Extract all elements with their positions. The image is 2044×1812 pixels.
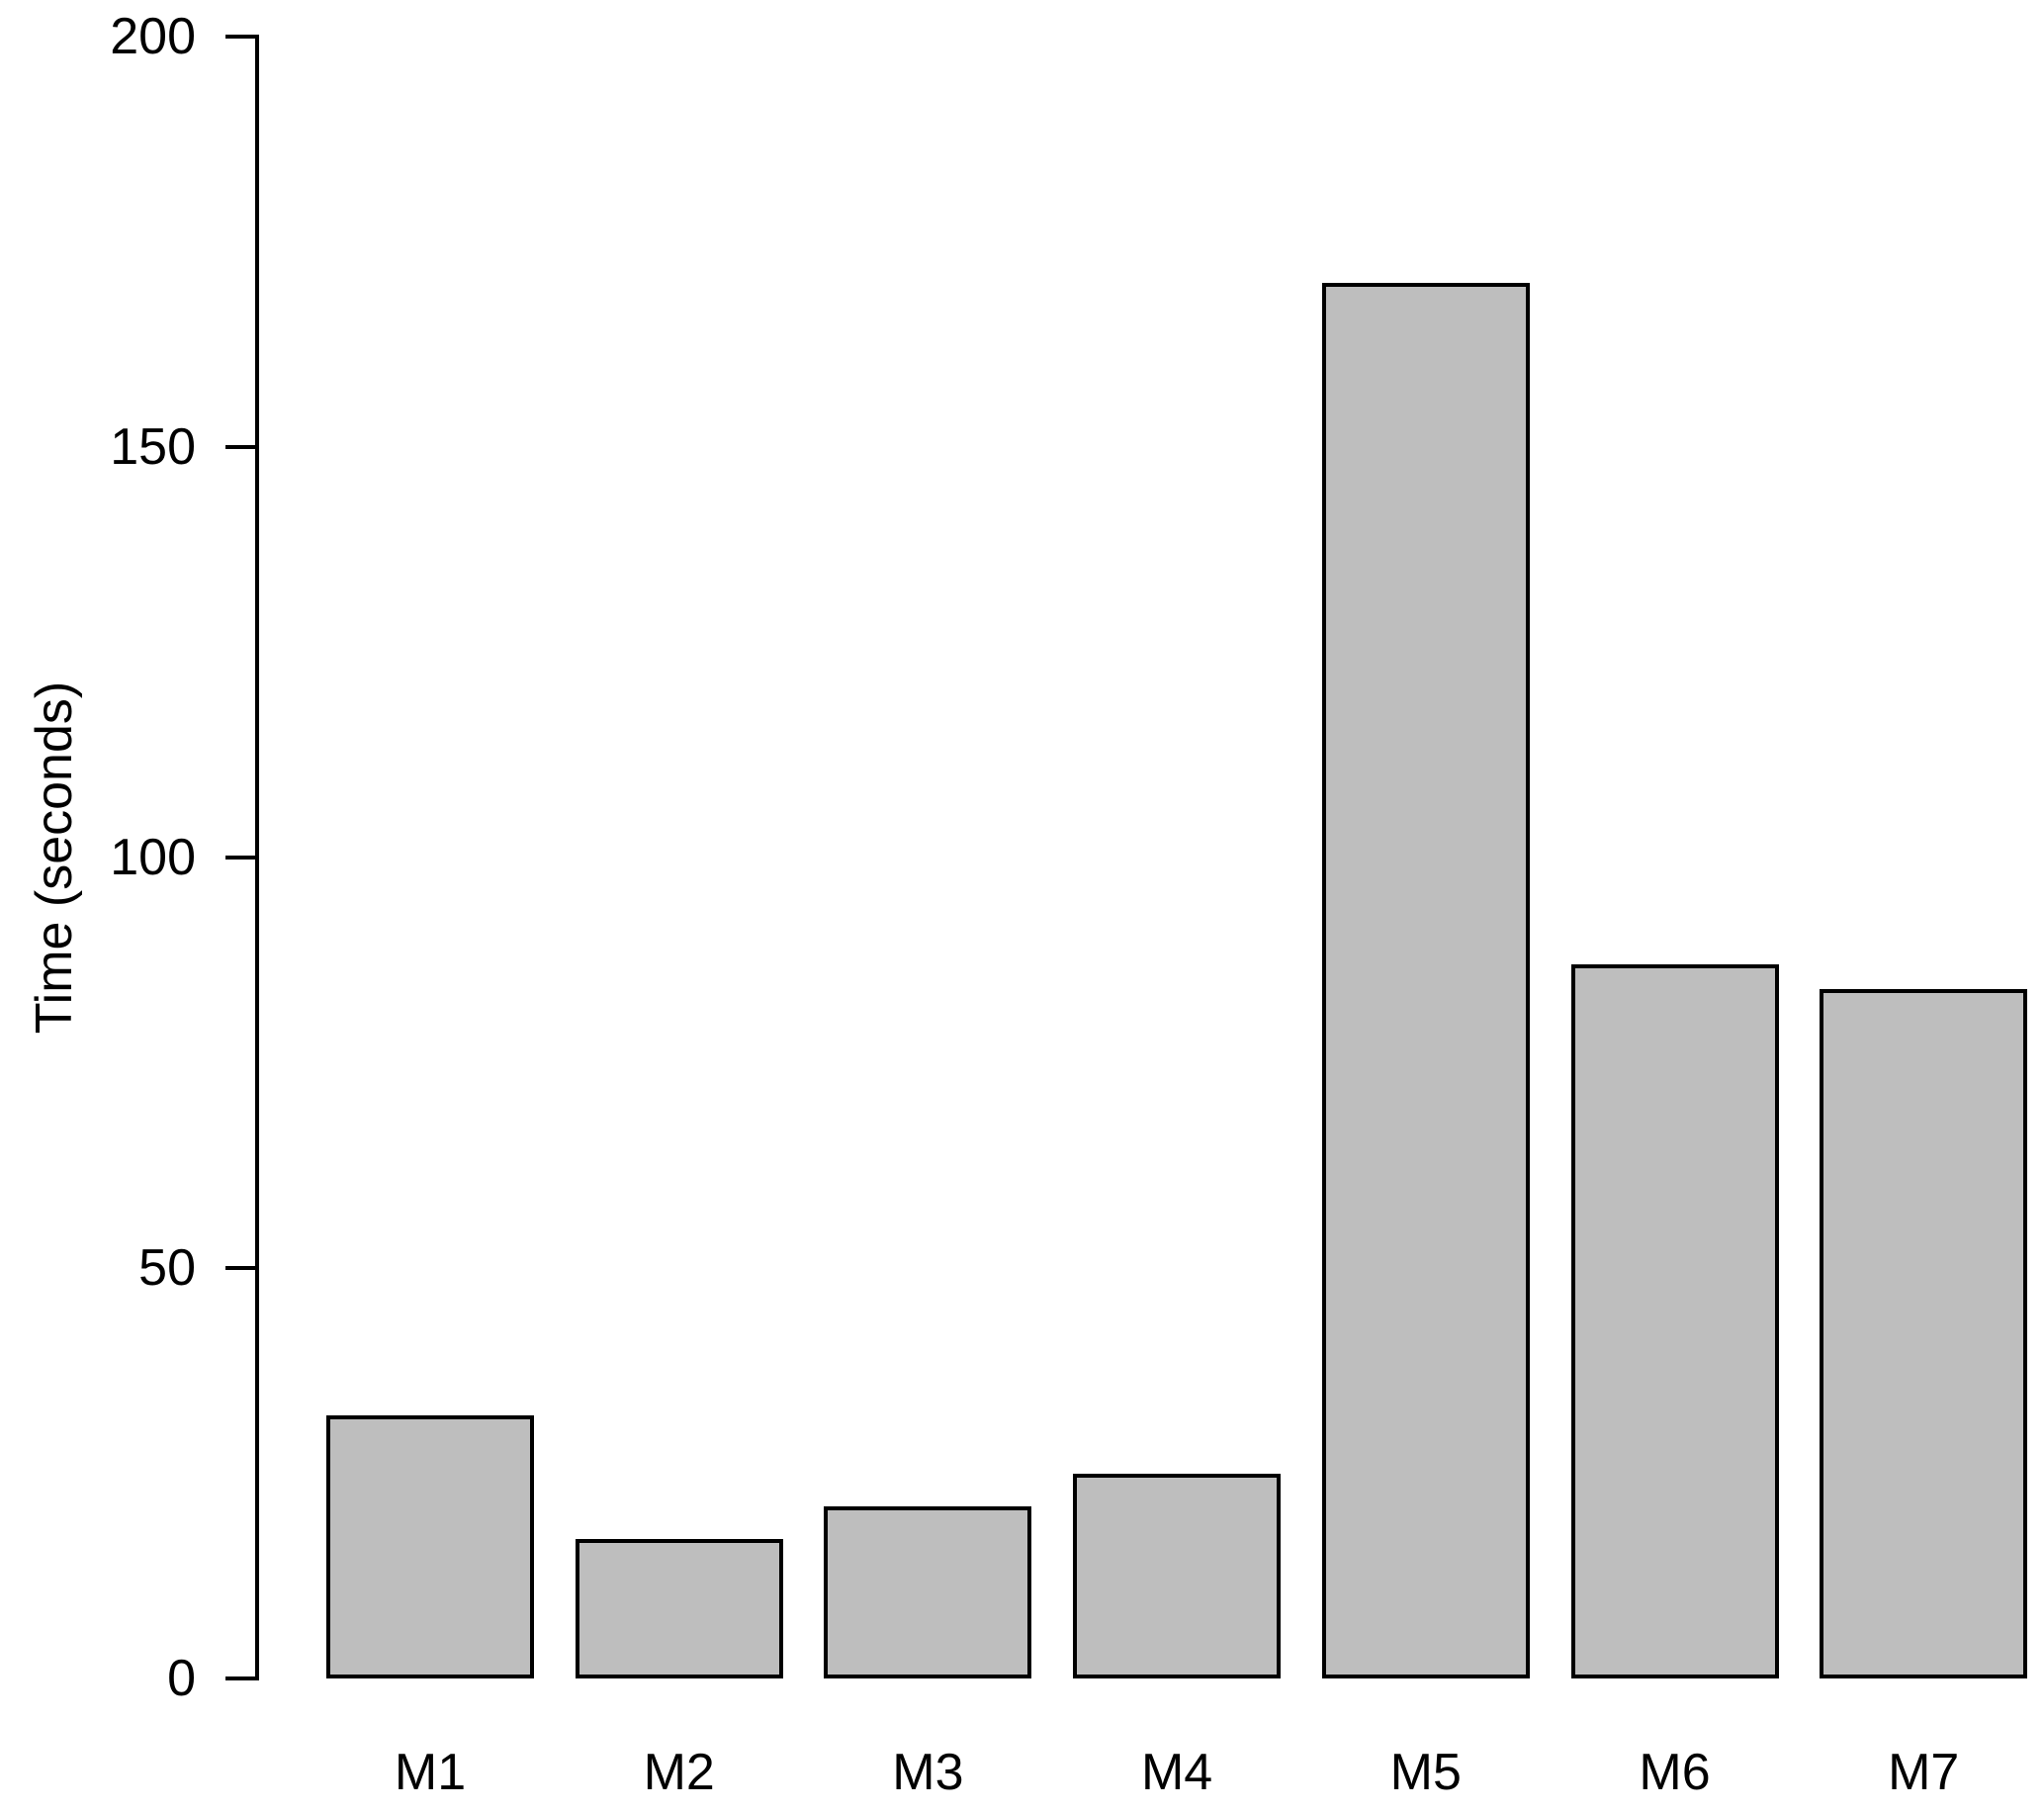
y-tick-label: 50 bbox=[138, 1239, 196, 1297]
y-tick-label: 0 bbox=[167, 1650, 196, 1707]
y-tick-mark bbox=[225, 35, 259, 39]
bar-M1 bbox=[326, 1415, 534, 1678]
y-tick-label: 150 bbox=[110, 418, 196, 476]
x-axis-label-M7: M7 bbox=[1888, 1744, 1960, 1801]
x-axis-label-M1: M1 bbox=[394, 1744, 467, 1801]
x-axis-label-M6: M6 bbox=[1639, 1744, 1711, 1801]
x-axis-label-M5: M5 bbox=[1389, 1744, 1462, 1801]
bar-M2 bbox=[575, 1538, 783, 1678]
y-tick-label: 100 bbox=[110, 829, 196, 886]
bar-M6 bbox=[1570, 963, 1779, 1678]
bar-M4 bbox=[1073, 1473, 1282, 1678]
bar-M5 bbox=[1321, 283, 1530, 1678]
x-axis-label-M4: M4 bbox=[1140, 1744, 1213, 1801]
bar-M7 bbox=[1820, 988, 2028, 1678]
y-tick-mark bbox=[225, 1676, 259, 1680]
y-tick-label: 200 bbox=[110, 8, 196, 65]
y-tick-mark bbox=[225, 856, 259, 860]
x-axis-label-M3: M3 bbox=[892, 1744, 964, 1801]
y-tick-mark bbox=[225, 445, 259, 449]
x-axis-label-M2: M2 bbox=[643, 1744, 715, 1801]
y-tick-mark bbox=[225, 1266, 259, 1270]
bar-M3 bbox=[824, 1505, 1032, 1678]
